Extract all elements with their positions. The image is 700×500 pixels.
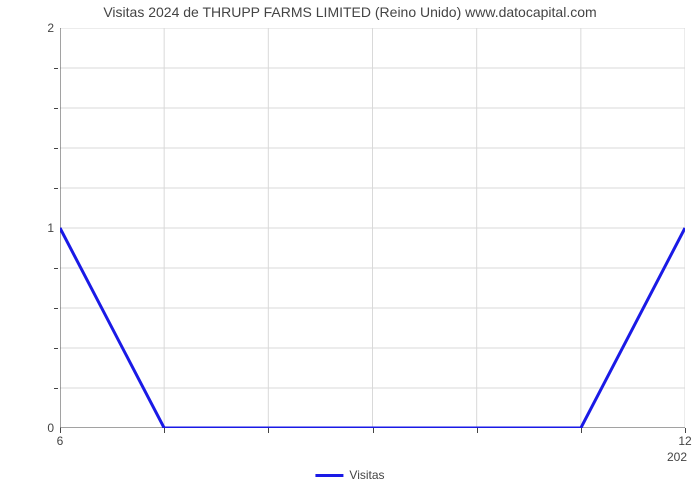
y-tick-label: 2 [36, 21, 54, 35]
y-minor-tick [54, 68, 58, 69]
chart-plot [60, 28, 685, 428]
legend-swatch [315, 474, 343, 477]
chart-legend: Visitas [315, 468, 384, 482]
y-tick-label: 0 [36, 421, 54, 435]
chart-title: Visitas 2024 de THRUPP FARMS LIMITED (Re… [0, 4, 700, 20]
x-tick-label: 6 [57, 434, 64, 448]
y-minor-tick [54, 348, 58, 349]
y-minor-tick [54, 148, 58, 149]
x-tick [164, 428, 165, 433]
x-overflow-label: 202 [667, 450, 687, 464]
x-tick [268, 428, 269, 433]
y-minor-tick [54, 108, 58, 109]
y-minor-tick [54, 268, 58, 269]
x-tick [685, 428, 686, 433]
x-tick-label: 12 [678, 434, 691, 448]
y-minor-tick [54, 308, 58, 309]
x-tick [477, 428, 478, 433]
x-tick [60, 428, 61, 433]
x-tick [373, 428, 374, 433]
y-minor-tick [54, 388, 58, 389]
chart-container: { "chart": { "type": "line", "title": "V… [0, 0, 700, 500]
y-minor-tick [54, 188, 58, 189]
legend-label: Visitas [349, 468, 384, 482]
y-tick-label: 1 [36, 221, 54, 235]
x-tick [581, 428, 582, 433]
